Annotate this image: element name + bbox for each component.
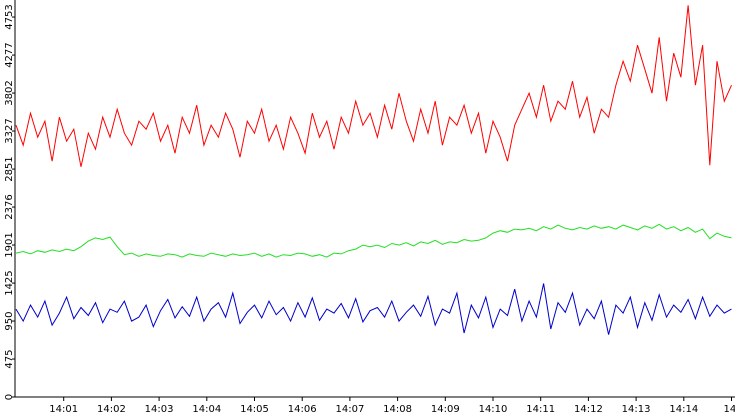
x-tick-label: 14:13 — [622, 404, 651, 415]
y-tick-label: 1901 — [4, 232, 15, 257]
y-tick-label: 1425 — [4, 270, 15, 295]
x-tick-label: 14:12 — [574, 404, 603, 415]
y-tick-label: 3802 — [4, 80, 15, 105]
y-tick-label: 4753 — [4, 4, 15, 29]
series-line — [15, 223, 732, 258]
y-tick-label: 0 — [4, 394, 15, 400]
x-tick-label: 14: — [723, 404, 735, 415]
y-tick-label: 2376 — [4, 194, 15, 219]
x-tick-label: 14:07 — [335, 404, 364, 415]
x-tick-label: 14:05 — [240, 404, 269, 415]
y-tick-label: 2851 — [4, 156, 15, 181]
x-tick-label: 14:08 — [383, 404, 412, 415]
y-tick-label: 4277 — [4, 42, 15, 67]
x-tick-label: 14:14 — [669, 404, 698, 415]
series-line — [15, 5, 732, 167]
x-tick-label: 14:11 — [526, 404, 555, 415]
series-line — [15, 283, 732, 335]
y-tick-label: 950 — [4, 312, 15, 331]
x-tick-label: 14:03 — [145, 404, 174, 415]
x-tick-label: 14:06 — [288, 404, 317, 415]
x-tick-label: 14:09 — [431, 404, 460, 415]
x-tick-label: 14:01 — [49, 404, 78, 415]
y-tick-label: 3327 — [4, 118, 15, 143]
y-tick-label: 475 — [4, 349, 15, 368]
x-tick-label: 14:10 — [479, 404, 508, 415]
x-tick-label: 14:02 — [97, 404, 126, 415]
x-tick-label: 14:04 — [192, 404, 221, 415]
